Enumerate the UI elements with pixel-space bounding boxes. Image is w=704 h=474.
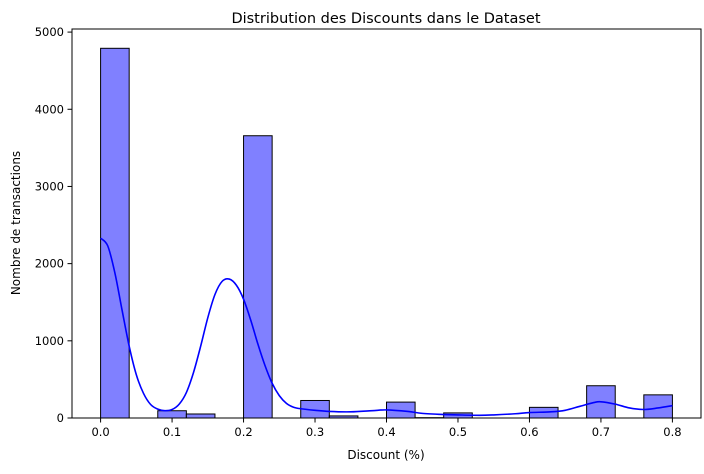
plot-frame [72,29,701,418]
histogram-bar-3 [186,414,215,418]
chart-title: Distribution des Discounts dans le Datas… [231,11,540,27]
x-tick-label: 0.5 [449,425,467,439]
histogram-bar-5 [244,136,273,418]
y-tick-label: 4000 [35,102,64,116]
x-tick-label: 0.1 [163,425,181,439]
y-axis-label: Nombre de transactions [9,151,23,295]
x-axis: 0.0 0.1 0.2 0.3 0.4 0.5 0.6 0.7 0.8 [91,418,681,439]
histogram-bars [101,48,673,418]
histogram-bar-2 [158,411,187,418]
y-tick-label: 5000 [35,25,64,39]
x-tick-label: 0.0 [91,425,109,439]
y-tick-label: 0 [57,411,64,425]
x-tick-label: 0.4 [377,425,395,439]
x-tick-label: 0.2 [234,425,252,439]
x-tick-label: 0.7 [592,425,610,439]
y-axis: 0 1000 2000 3000 4000 5000 [35,25,72,425]
histogram-bar-0 [101,48,130,418]
x-tick-label: 0.3 [306,425,324,439]
y-tick-label: 3000 [35,179,64,193]
y-tick-label: 2000 [35,257,64,271]
x-axis-label: Discount (%) [347,448,424,462]
x-tick-label: 0.6 [520,425,538,439]
y-tick-label: 1000 [35,334,64,348]
x-tick-label: 0.8 [663,425,681,439]
